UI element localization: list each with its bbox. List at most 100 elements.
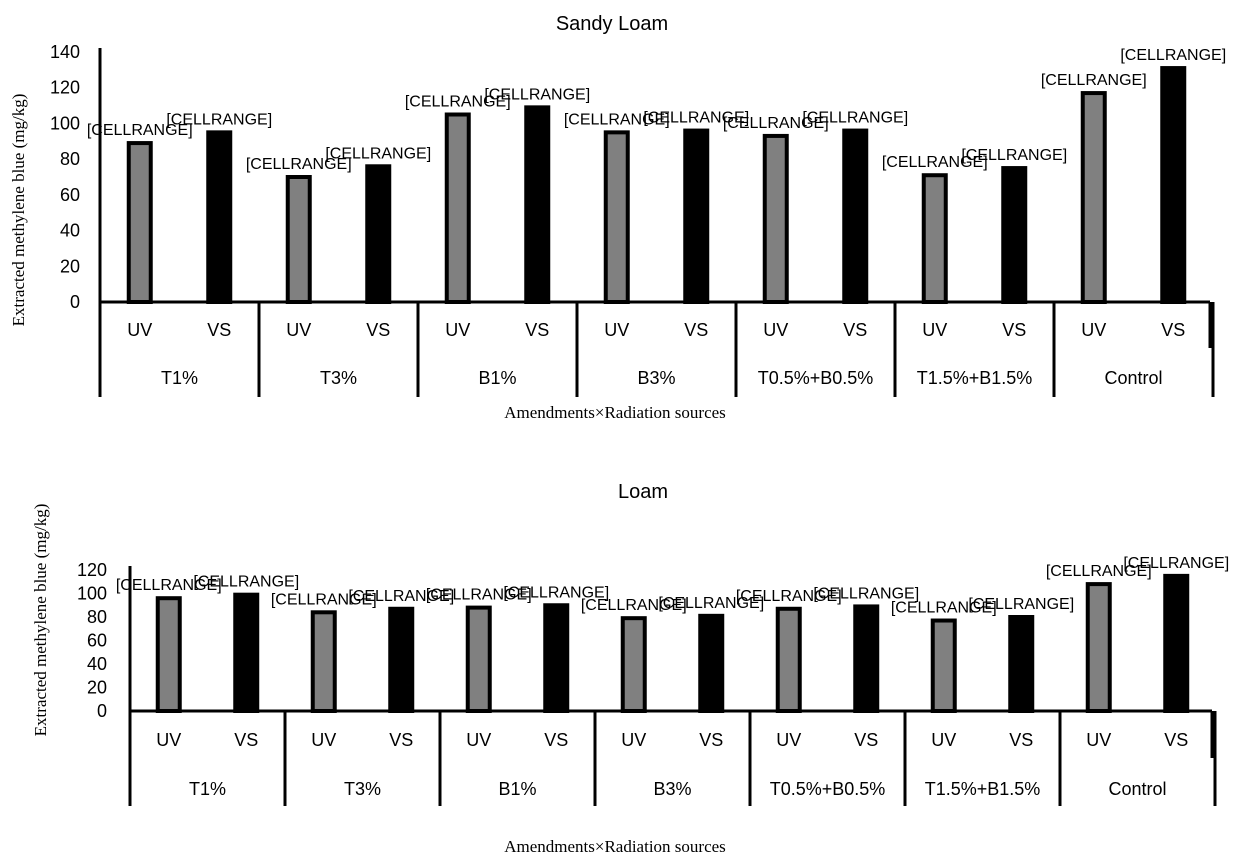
- bar-uv: [310, 610, 337, 713]
- x-subcategory-label: VS: [699, 730, 723, 750]
- bar-uv: [444, 112, 471, 304]
- x-group-label: T0.5%+B0.5%: [758, 368, 874, 388]
- y-tick-label: 140: [50, 42, 80, 62]
- chart-title: Loam: [618, 481, 668, 503]
- data-label: [CELLRANGE]: [116, 577, 222, 594]
- x-subcategory-label: UV: [604, 320, 629, 340]
- bar-uv: [285, 175, 312, 304]
- x-group-label: T3%: [344, 779, 381, 799]
- chart-title: Sandy Loam: [556, 13, 668, 35]
- x-subcategory-label: UV: [931, 730, 956, 750]
- x-subcategory-label: VS: [234, 730, 258, 750]
- y-tick-label: 20: [60, 256, 80, 276]
- x-group-label: T0.5%+B0.5%: [770, 779, 886, 799]
- y-tick-label: 100: [77, 584, 107, 604]
- x-group-label: B3%: [637, 368, 675, 388]
- data-label: [CELLRANGE]: [426, 587, 532, 604]
- x-subcategory-label: VS: [843, 320, 867, 340]
- x-subcategory-label: VS: [684, 320, 708, 340]
- loam-chart: Loam Extracted methylene blue (mg/kg) 0 20 4…: [31, 481, 1229, 856]
- bar-vs: [206, 130, 233, 304]
- x-group-label: T1%: [161, 368, 198, 388]
- data-label: [CELLRANGE]: [581, 597, 687, 614]
- data-label: [CELLRANGE]: [723, 115, 829, 132]
- data-label: [CELLRANGE]: [1046, 563, 1152, 580]
- data-label: [CELLRANGE]: [271, 591, 377, 608]
- y-tick-label: 40: [87, 654, 107, 674]
- data-label: [CELLRANGE]: [166, 111, 272, 128]
- x-subcategory-label: VS: [366, 320, 390, 340]
- bar-vs: [1163, 573, 1190, 713]
- x-group-label: B1%: [478, 368, 516, 388]
- x-subcategory-label: VS: [207, 320, 231, 340]
- data-label: [CELLRANGE]: [968, 596, 1074, 613]
- data-label: [CELLRANGE]: [348, 588, 454, 605]
- data-label: [CELLRANGE]: [813, 585, 919, 602]
- bar-vs: [842, 128, 869, 304]
- x-subcategory-label: UV: [776, 730, 801, 750]
- bar-uv: [762, 133, 789, 304]
- bar-vs: [698, 613, 725, 714]
- bar-uv: [155, 596, 182, 714]
- data-label: [CELLRANGE]: [484, 86, 590, 103]
- y-tick-label: 20: [87, 678, 107, 698]
- x-subcategory-label: VS: [1002, 320, 1026, 340]
- x-subcategory-label: VS: [544, 730, 568, 750]
- y-tick-label: 0: [70, 292, 80, 312]
- x-axis-label: Amendments×Radiation sources: [504, 837, 726, 856]
- bar-uv: [465, 605, 492, 713]
- y-tick-label: 80: [87, 607, 107, 627]
- bar-uv: [1085, 582, 1112, 713]
- y-tick-label: 60: [60, 185, 80, 205]
- x-group-label: B3%: [653, 779, 691, 799]
- x-subcategory-label: VS: [1161, 320, 1185, 340]
- y-tick-label: 60: [87, 631, 107, 651]
- data-label: [CELLRANGE]: [246, 156, 352, 173]
- data-label: [CELLRANGE]: [325, 145, 431, 162]
- x-group-label: T1%: [189, 779, 226, 799]
- x-group-label: Control: [1104, 368, 1162, 388]
- x-subcategory-label: UV: [127, 320, 152, 340]
- x-axis-label: Amendments×Radiation sources: [504, 403, 726, 422]
- x-subcategory-label: UV: [922, 320, 947, 340]
- data-label: [CELLRANGE]: [193, 574, 299, 591]
- data-label: [CELLRANGE]: [405, 94, 511, 111]
- bar-uv: [620, 616, 647, 713]
- x-subcategory-label: UV: [763, 320, 788, 340]
- bar-vs: [1160, 66, 1187, 304]
- bar-vs: [683, 128, 710, 304]
- bar-uv: [775, 606, 802, 714]
- x-group-label: T1.5%+B1.5%: [925, 779, 1041, 799]
- data-label: [CELLRANGE]: [643, 110, 749, 127]
- y-tick-label: 100: [50, 113, 80, 133]
- x-subcategory-label: VS: [389, 730, 413, 750]
- sandy-loam-chart: Sandy Loam Extracted methylene blue (mg/k…: [9, 13, 1226, 422]
- x-subcategory-label: UV: [1086, 730, 1111, 750]
- y-tick-label: 40: [60, 221, 80, 241]
- bar-vs: [524, 105, 551, 304]
- data-label: [CELLRANGE]: [1041, 72, 1147, 89]
- x-subcategory-label: UV: [311, 730, 336, 750]
- data-label: [CELLRANGE]: [503, 584, 609, 601]
- y-tick-label: 120: [50, 78, 80, 98]
- data-label: [CELLRANGE]: [1120, 47, 1226, 64]
- bar-vs: [853, 604, 880, 713]
- data-label: [CELLRANGE]: [961, 147, 1067, 164]
- x-subcategory-label: VS: [854, 730, 878, 750]
- bar-vs: [543, 603, 570, 713]
- x-group-label: B1%: [498, 779, 536, 799]
- data-label: [CELLRANGE]: [658, 595, 764, 612]
- bar-uv: [1080, 91, 1107, 304]
- y-tick-label: 80: [60, 149, 80, 169]
- x-subcategory-label: UV: [286, 320, 311, 340]
- y-tick-label: 120: [77, 560, 107, 580]
- bar-uv: [930, 618, 957, 714]
- y-axis-label: Extracted methylene blue (mg/kg): [31, 504, 50, 737]
- bar-vs: [1001, 166, 1028, 304]
- x-group-label: T3%: [320, 368, 357, 388]
- bar-uv: [921, 173, 948, 304]
- data-label: [CELLRANGE]: [736, 588, 842, 605]
- bar-uv: [603, 130, 630, 304]
- data-label: [CELLRANGE]: [891, 600, 997, 617]
- x-subcategory-label: VS: [1009, 730, 1033, 750]
